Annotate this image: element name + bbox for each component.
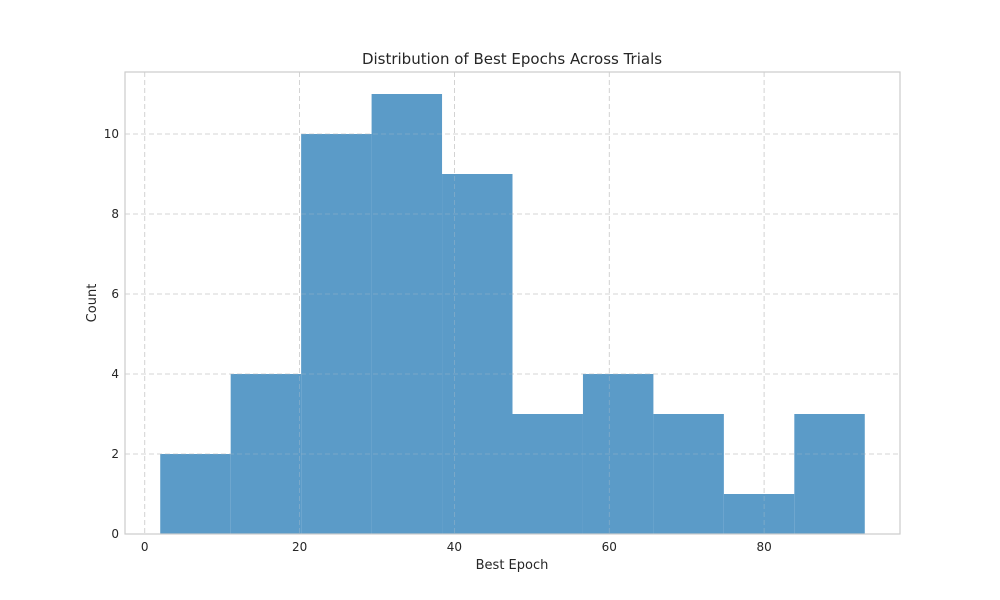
y-tick-label: 4	[111, 367, 119, 381]
y-tick-label: 10	[104, 127, 119, 141]
grid-overlay-layer	[125, 72, 900, 535]
chart-title: Distribution of Best Epochs Across Trial…	[362, 50, 662, 68]
y-tick-label: 8	[111, 207, 119, 221]
y-tick-label: 6	[111, 287, 119, 301]
histogram-bar	[160, 454, 231, 534]
x-tick-label: 20	[292, 540, 307, 554]
histogram-bar	[301, 134, 372, 534]
histogram-bar	[723, 494, 795, 534]
x-tick-label: 80	[756, 540, 771, 554]
y-tick-label: 0	[111, 527, 119, 541]
histogram-bar	[582, 374, 654, 534]
histogram-bar	[653, 414, 724, 534]
x-tick-label: 0	[141, 540, 149, 554]
x-axis-label: Best Epoch	[476, 558, 549, 573]
histogram-bar	[230, 374, 302, 534]
plot-frame	[124, 71, 901, 535]
bars-layer	[160, 94, 865, 534]
histogram-bar	[442, 174, 513, 534]
y-tick-label: 2	[111, 447, 119, 461]
histogram-bar	[371, 94, 443, 534]
histogram-bar	[794, 414, 865, 534]
y-axis-label: Count	[85, 284, 100, 323]
ticks-layer: 0 20 40 60 80 0 2 4 6 8 10	[104, 127, 772, 554]
x-tick-label: 40	[447, 540, 462, 554]
histogram-bar	[512, 414, 583, 534]
x-tick-label: 60	[602, 540, 617, 554]
